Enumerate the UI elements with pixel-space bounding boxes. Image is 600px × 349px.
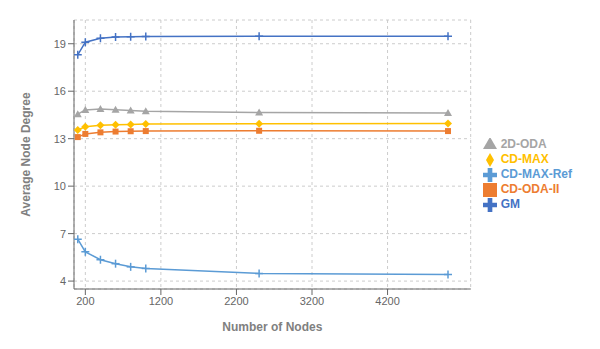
- svg-text:13: 13: [54, 133, 66, 145]
- svg-text:10: 10: [54, 180, 66, 192]
- svg-text:7: 7: [60, 228, 66, 240]
- svg-text:1200: 1200: [149, 295, 173, 307]
- html-text:CD-MAX: CD-MAX: [500, 152, 549, 167]
- svg-text:Number of Nodes: Number of Nodes: [222, 320, 322, 334]
- html-text:2D-ODA: 2D-ODA: [500, 137, 547, 152]
- html-text:GM: GM: [500, 196, 520, 211]
- html-text:CD-MAX-Ref: CD-MAX-Ref: [500, 167, 572, 182]
- svg-text:16: 16: [54, 85, 66, 97]
- svg-text:19: 19: [54, 38, 66, 50]
- svg-text:4: 4: [60, 275, 66, 287]
- svg-text:Average Node Degree: Average Node Degree: [19, 92, 33, 217]
- svg-text:3200: 3200: [300, 295, 324, 307]
- svg-text:200: 200: [76, 295, 94, 307]
- svg-text:4200: 4200: [375, 295, 399, 307]
- html-text:CD-ODA-II: CD-ODA-II: [500, 181, 560, 196]
- svg-text:2200: 2200: [224, 295, 248, 307]
